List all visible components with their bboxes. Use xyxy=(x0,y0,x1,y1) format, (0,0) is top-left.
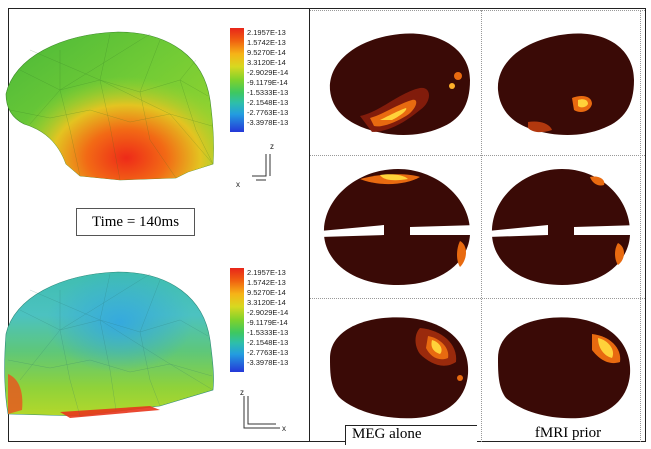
head-topography-top xyxy=(5,31,214,181)
time-label-text: Time = 140ms xyxy=(91,213,180,230)
colorbar-label: -2.1548E-13 xyxy=(247,98,289,107)
brain-axial-fmri xyxy=(488,169,638,285)
colorbar-label: -9.1179E-14 xyxy=(247,318,288,327)
colorbar-label: -2.9029E-14 xyxy=(247,308,289,317)
caption-text: MEG alone xyxy=(352,426,422,442)
head-topography-bottom xyxy=(4,271,214,418)
brain-axial-meg xyxy=(320,169,478,285)
axes-indicator-top xyxy=(252,154,271,181)
axis-x-label: x xyxy=(236,180,240,189)
brain-lateral-fmri xyxy=(497,33,634,135)
grid-line xyxy=(310,155,645,156)
axis-z-label: z xyxy=(270,142,274,151)
colorbar-label: -1.5333E-13 xyxy=(247,328,289,337)
colorbar-label: -2.1548E-13 xyxy=(247,338,289,347)
colorbar-label: 3.3120E-14 xyxy=(247,298,286,307)
colorbar-top-labels: 2.1957E-13 1.5742E-13 9.5270E-14 3.3120E… xyxy=(247,28,288,128)
colorbar-label: -3.3978E-13 xyxy=(247,358,289,367)
colorbar-label: 1.5742E-13 xyxy=(247,278,286,287)
colorbar-label: 3.3120E-14 xyxy=(247,58,286,67)
brain-lateral-meg xyxy=(329,33,470,135)
grid-line xyxy=(640,10,641,442)
colorbar-label: 9.5270E-14 xyxy=(247,288,286,297)
axes-indicator-bottom xyxy=(243,396,280,429)
colorbar-label: -3.3978E-13 xyxy=(247,118,289,127)
grid-line xyxy=(481,10,482,442)
caption-fmri-prior: fMRI prior xyxy=(513,425,623,445)
colorbar-label: -9.1179E-14 xyxy=(247,78,288,87)
colorbar-label: -2.7763E-13 xyxy=(247,108,289,117)
colorbar-label: -1.5333E-13 xyxy=(247,88,289,97)
brain-sagittal-meg xyxy=(330,317,469,419)
panel-divider xyxy=(309,8,310,442)
axis-z-label: z xyxy=(240,388,244,397)
colorbar-top xyxy=(230,28,244,132)
caption-text: fMRI prior xyxy=(534,425,602,441)
time-label: Time = 140ms xyxy=(76,208,195,236)
colorbar-label: 1.5742E-13 xyxy=(247,38,286,47)
colorbar-bottom xyxy=(230,268,244,372)
axis-x-label: x xyxy=(282,424,286,433)
brain-sagittal-fmri xyxy=(498,317,631,419)
grid-line xyxy=(310,298,645,299)
colorbar-label: 2.1957E-13 xyxy=(247,28,286,37)
figure-frame xyxy=(8,8,646,442)
colorbar-label: 2.1957E-13 xyxy=(247,268,286,277)
colorbar-label: 9.5270E-14 xyxy=(247,48,286,57)
colorbar-label: -2.7763E-13 xyxy=(247,348,289,357)
colorbar-bottom-labels: 2.1957E-13 1.5742E-13 9.5270E-14 3.3120E… xyxy=(247,268,288,368)
grid-line xyxy=(310,10,645,11)
colorbar-label: -2.9029E-14 xyxy=(247,68,289,77)
caption-meg-alone: MEG alone xyxy=(345,425,477,445)
